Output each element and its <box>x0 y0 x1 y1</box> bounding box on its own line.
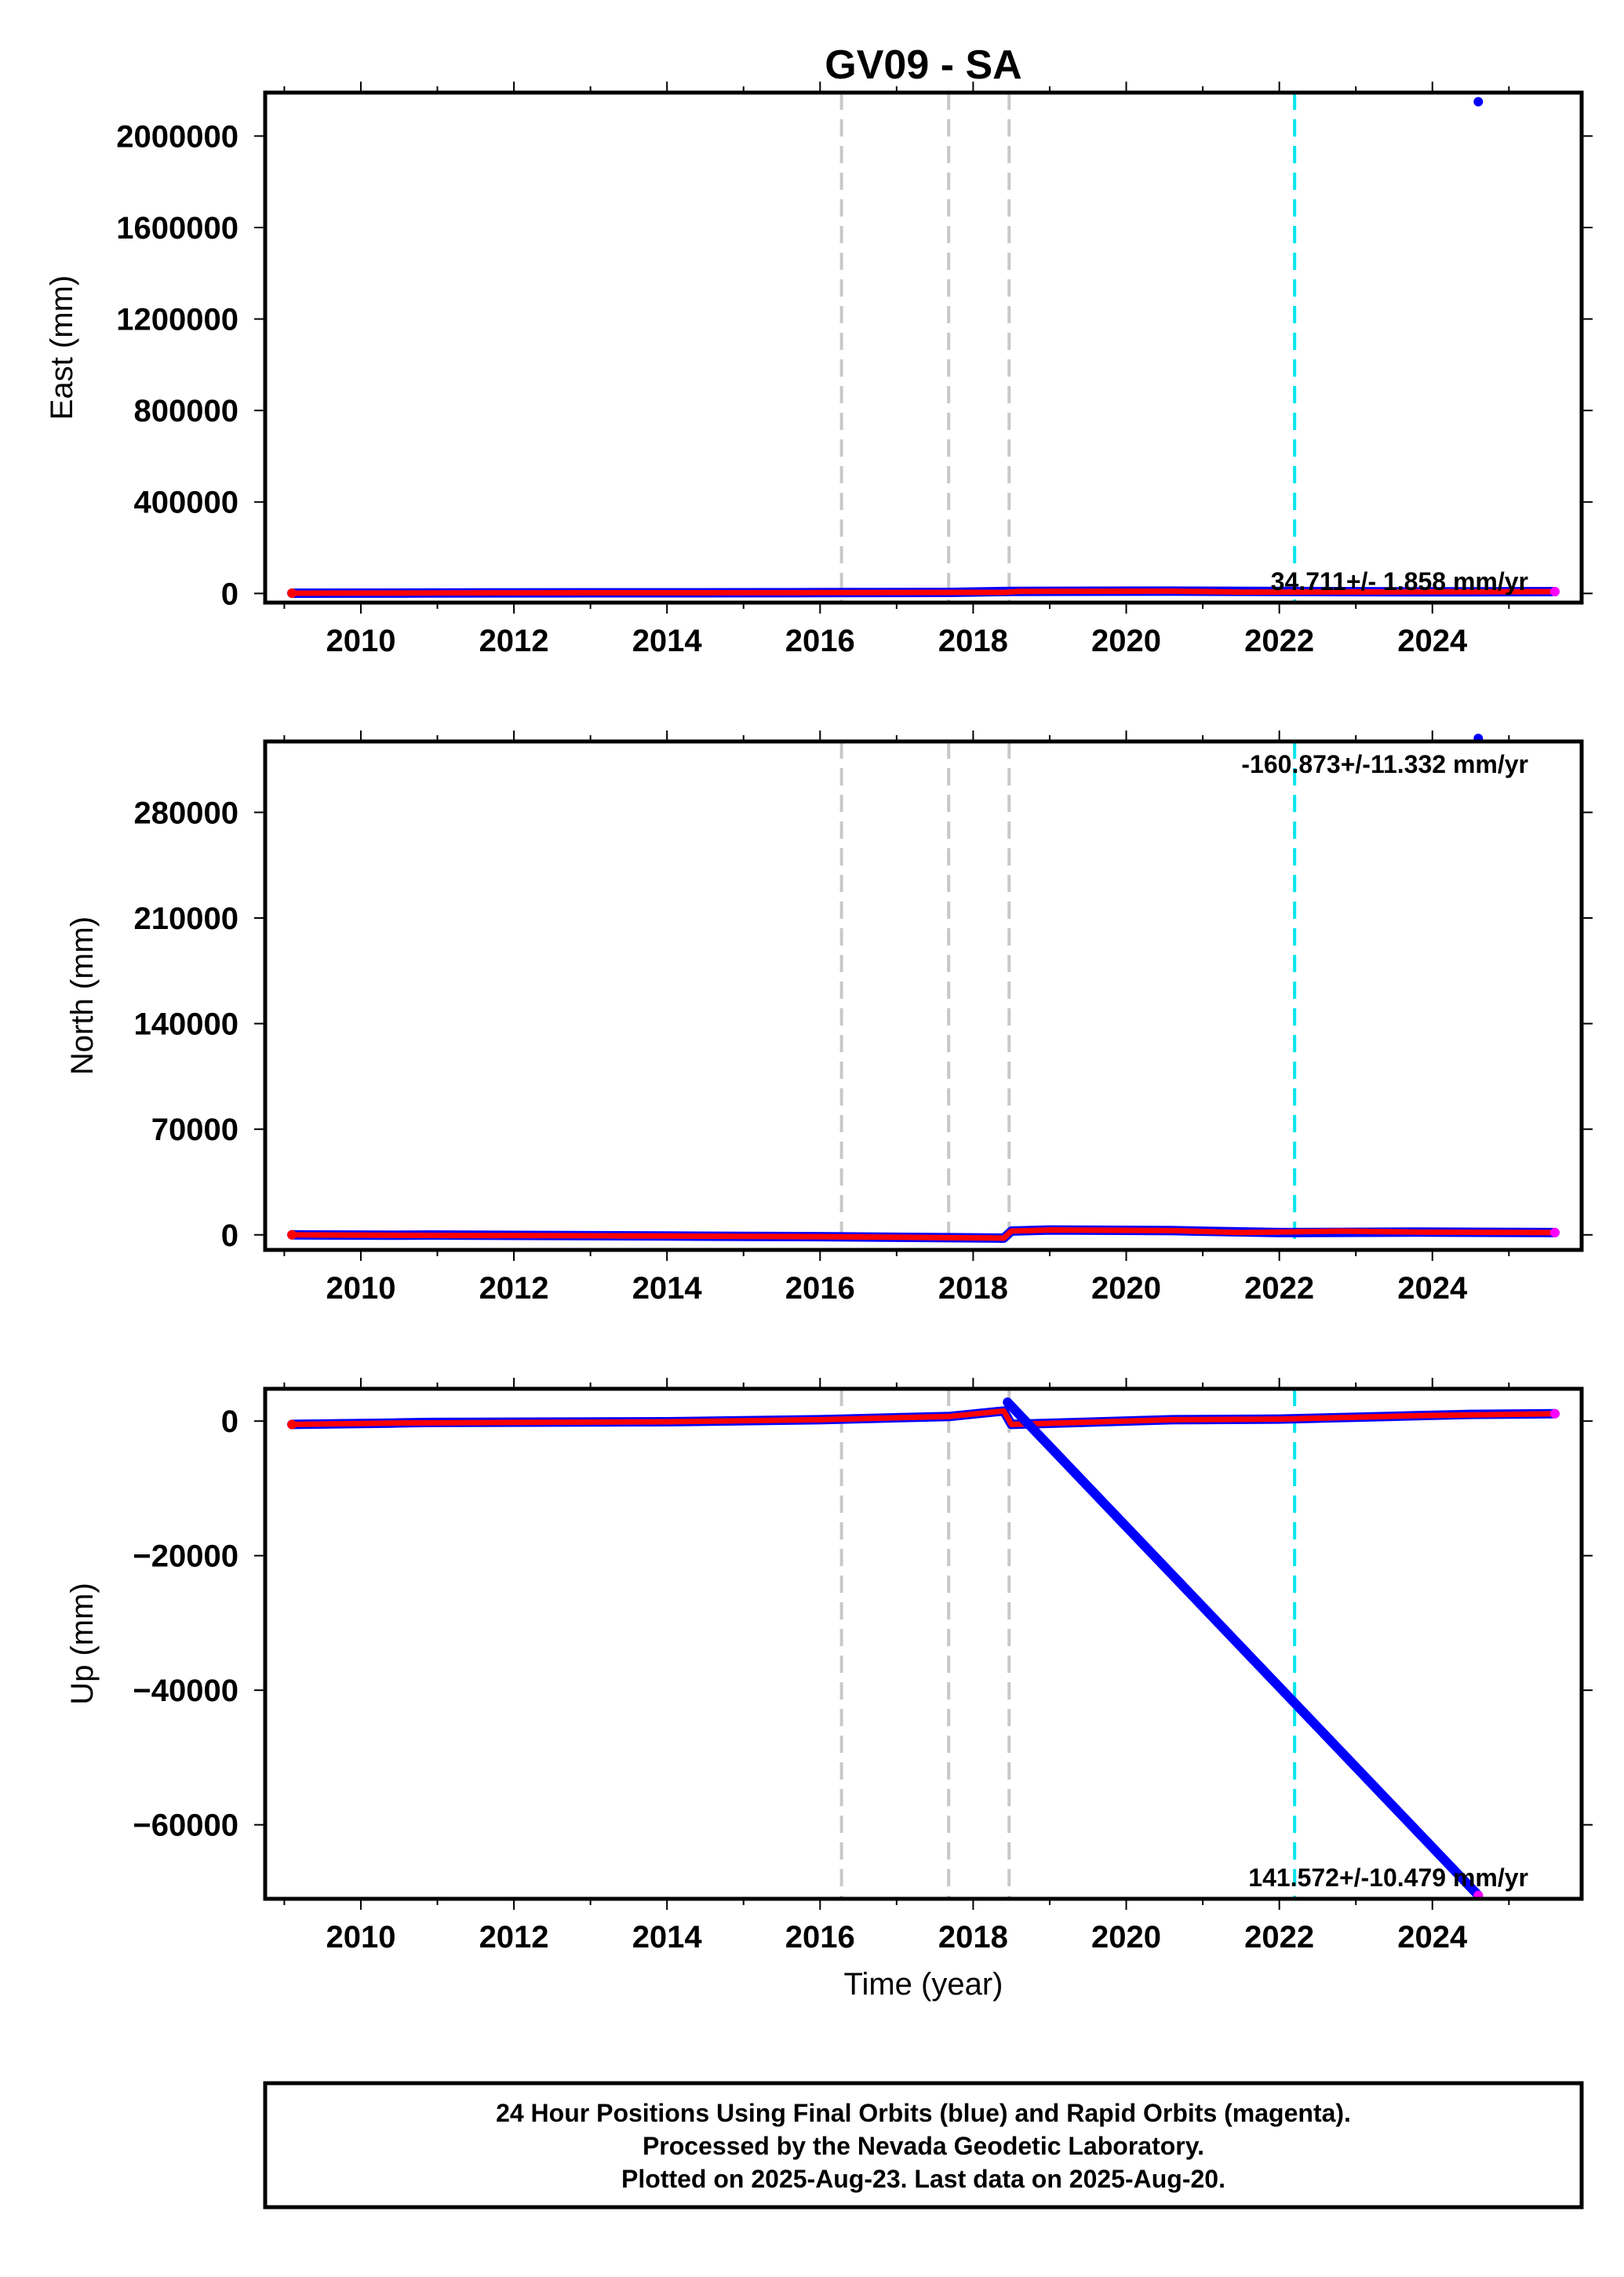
series-endpoint <box>287 1230 297 1240</box>
x-tick-label: 2016 <box>785 1271 855 1306</box>
footer-line-2: Processed by the Nevada Geodetic Laborat… <box>643 2132 1204 2160</box>
fit-line <box>289 1408 1558 1427</box>
y-tick-label: −60000 <box>133 1809 239 1843</box>
series-endpoint <box>1549 1227 1560 1237</box>
x-tick-label: 2014 <box>632 624 703 658</box>
x-tick-label: 2020 <box>1091 1920 1161 1955</box>
east-rate-label: 34.711+/- 1.858 mm/yr <box>1271 567 1528 596</box>
series-endpoint <box>1003 1397 1013 1408</box>
north-rate-label: -160.873+/-11.332 mm/yr <box>1241 750 1528 778</box>
x-tick-label: 2020 <box>1091 624 1161 658</box>
x-tick-label: 2014 <box>632 1271 703 1306</box>
x-tick-label: 2014 <box>632 1920 703 1955</box>
series-endpoint <box>1549 1408 1560 1419</box>
x-tick-label: 2012 <box>479 1920 549 1955</box>
north-panel: 2010 2012 2014 2016 2018 2020 2022 2024 0 70000 14… <box>65 730 1593 1306</box>
x-tick-label: 2010 <box>326 1271 395 1306</box>
series-endpoint <box>287 1419 297 1430</box>
east-y-axis-label: East (mm) <box>45 275 79 420</box>
x-tick-label: 2018 <box>938 1271 1008 1306</box>
figure-title: GV09 - SA <box>825 42 1021 88</box>
x-tick-label: 2018 <box>938 624 1008 658</box>
x-tick-label: 2024 <box>1397 624 1468 658</box>
x-tick-label: 2010 <box>326 624 395 658</box>
north-plot-frame <box>263 739 1584 1252</box>
y-tick-label: −40000 <box>133 1674 239 1708</box>
series-endpoint <box>1549 587 1560 597</box>
x-tick-label: 2024 <box>1397 1271 1468 1306</box>
north-y-axis-label: North (mm) <box>65 916 100 1075</box>
y-tick-label: 140000 <box>134 1007 239 1042</box>
footer-line-1: 24 Hour Positions Using Final Orbits (bl… <box>496 2099 1351 2127</box>
footer-box <box>263 2081 1584 2210</box>
x-tick-label: 2010 <box>326 1920 395 1955</box>
x-tick-label: 2024 <box>1397 1920 1468 1955</box>
fit-line <box>289 1227 1558 1241</box>
east-panel: 2010 2012 2014 2016 2018 2020 2022 2024 0 400000 8… <box>45 82 1593 658</box>
up-plot-frame <box>263 1386 1584 1901</box>
up-panel: 2010 2012 2014 2016 2018 2020 2022 2024 0 −20000 −… <box>65 1378 1593 1955</box>
x-axis-label: Time (year) <box>844 1967 1003 2002</box>
outlier-point <box>1473 97 1484 107</box>
x-tick-label: 2016 <box>785 1920 855 1955</box>
y-tick-label: 1600000 <box>116 211 239 246</box>
east-plot-frame <box>263 90 1584 605</box>
y-tick-label: 280000 <box>134 796 239 830</box>
y-tick-label: 0 <box>221 1404 239 1439</box>
position-series-final <box>1003 1397 1484 1900</box>
x-tick-label: 2022 <box>1244 1920 1314 1955</box>
x-tick-label: 2022 <box>1244 624 1314 658</box>
footer-line-3: Plotted on 2025-Aug-23. Last data on 202… <box>621 2165 1225 2193</box>
y-tick-label: 400000 <box>134 486 239 520</box>
y-tick-label: 800000 <box>134 394 239 428</box>
x-tick-label: 2020 <box>1091 1271 1161 1306</box>
series-endpoint <box>287 588 297 599</box>
y-tick-label: 0 <box>221 1219 239 1253</box>
up-y-axis-label: Up (mm) <box>65 1583 100 1705</box>
x-tick-label: 2018 <box>938 1920 1008 1955</box>
y-tick-label: −20000 <box>133 1539 239 1574</box>
x-tick-label: 2012 <box>479 624 549 658</box>
y-tick-label: 70000 <box>151 1113 239 1147</box>
x-tick-label: 2012 <box>479 1271 549 1306</box>
up-rate-label: 141.572+/-10.479 mm/yr <box>1248 1863 1528 1892</box>
x-tick-label: 2022 <box>1244 1271 1314 1306</box>
y-tick-label: 1200000 <box>116 303 239 337</box>
y-tick-label: 0 <box>221 577 239 611</box>
y-tick-label: 210000 <box>134 902 239 936</box>
x-tick-label: 2016 <box>785 624 855 658</box>
y-tick-label: 2000000 <box>116 119 239 154</box>
fit-line <box>289 588 1558 596</box>
